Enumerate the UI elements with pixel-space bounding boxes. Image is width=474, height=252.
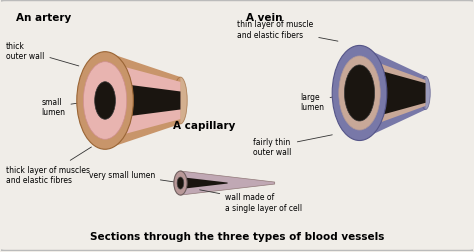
Polygon shape xyxy=(181,177,228,189)
Ellipse shape xyxy=(77,52,133,150)
Polygon shape xyxy=(359,46,426,141)
Polygon shape xyxy=(359,57,426,131)
Polygon shape xyxy=(105,82,181,120)
Ellipse shape xyxy=(421,77,430,110)
Ellipse shape xyxy=(173,78,187,124)
Text: thick layer of muscles
and elastic fibres: thick layer of muscles and elastic fibre… xyxy=(6,147,91,184)
Ellipse shape xyxy=(174,171,187,195)
Ellipse shape xyxy=(332,46,387,141)
Text: A capillary: A capillary xyxy=(173,121,235,131)
Text: very small lumen: very small lumen xyxy=(89,170,176,182)
Text: small
lumen: small lumen xyxy=(41,98,101,117)
Ellipse shape xyxy=(339,57,380,131)
Ellipse shape xyxy=(83,62,127,140)
Polygon shape xyxy=(105,62,181,140)
Ellipse shape xyxy=(95,82,116,120)
Polygon shape xyxy=(181,171,275,195)
Polygon shape xyxy=(359,66,426,121)
Text: An artery: An artery xyxy=(16,13,71,23)
Text: A vein: A vein xyxy=(246,13,283,23)
Text: thick
outer wall: thick outer wall xyxy=(6,42,79,67)
Text: thin layer of muscle
and elastic fibers: thin layer of muscle and elastic fibers xyxy=(237,20,338,42)
Text: wall made of
a single layer of cell: wall made of a single layer of cell xyxy=(200,190,302,212)
Ellipse shape xyxy=(177,177,184,189)
Text: Sections through the three types of blood vessels: Sections through the three types of bloo… xyxy=(90,231,384,241)
Polygon shape xyxy=(105,52,181,150)
Text: large
lumen: large lumen xyxy=(301,93,352,112)
Ellipse shape xyxy=(345,66,374,121)
Text: fairly thin
outer wall: fairly thin outer wall xyxy=(254,135,332,157)
